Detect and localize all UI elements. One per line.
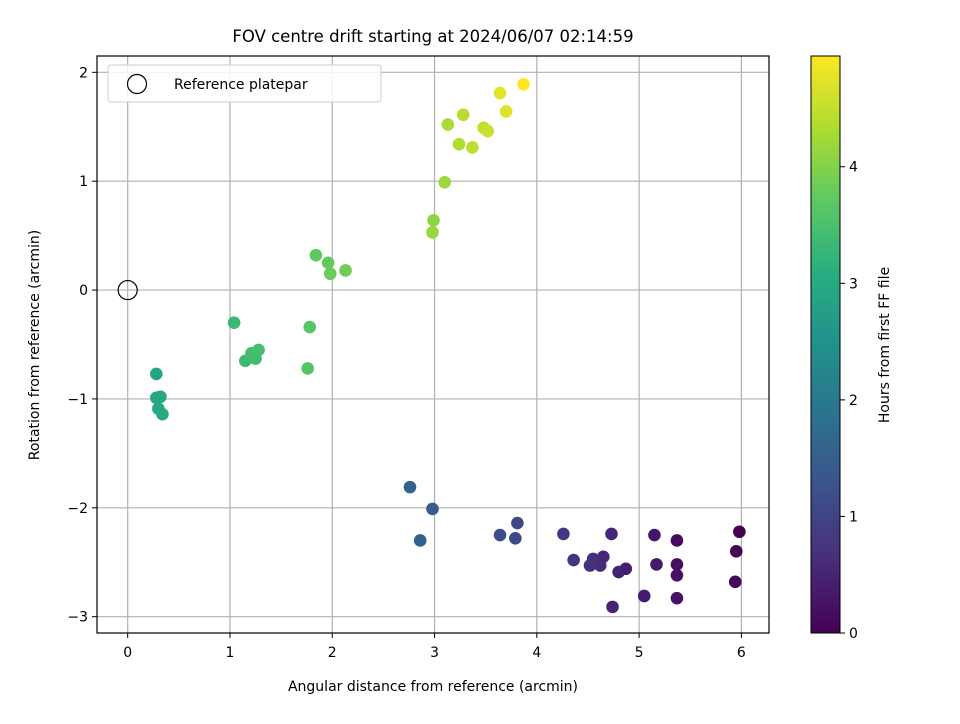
data-point xyxy=(438,175,452,189)
data-point xyxy=(637,589,651,603)
y-tick-label: −1 xyxy=(67,392,88,408)
colorbar-label: Hours from first FF file xyxy=(877,267,893,423)
data-points xyxy=(150,78,746,614)
chart-title: FOV centre drift starting at 2024/06/07 … xyxy=(232,27,633,46)
data-point xyxy=(557,527,570,541)
x-tick-label: 4 xyxy=(532,645,541,661)
legend-label-reference: Reference platepar xyxy=(174,77,308,93)
data-point xyxy=(728,575,742,589)
data-point xyxy=(583,559,597,572)
x-tick-label: 2 xyxy=(328,645,337,661)
data-point xyxy=(227,316,241,330)
grid xyxy=(97,56,769,633)
reference-marker-layer xyxy=(117,279,138,301)
data-point xyxy=(441,118,455,131)
colorbar-ticks: 0 1 2 3 4 xyxy=(840,160,858,642)
data-point xyxy=(670,534,684,547)
data-point xyxy=(733,525,746,539)
legend-marker-reference xyxy=(126,73,148,95)
data-point xyxy=(612,565,625,579)
data-point xyxy=(456,108,470,122)
data-point xyxy=(605,527,618,541)
data-point xyxy=(156,407,169,421)
data-point xyxy=(321,256,335,270)
y-tick-label: 0 xyxy=(79,283,88,299)
y-tick-label: 1 xyxy=(79,174,88,190)
data-point xyxy=(670,569,684,582)
data-point xyxy=(511,516,524,530)
x-tick-label: 1 xyxy=(226,645,235,661)
data-point xyxy=(517,78,530,91)
reference-platepar-marker xyxy=(117,279,138,301)
data-point xyxy=(567,553,580,567)
colorbar-tick-label: 3 xyxy=(849,276,858,292)
colorbar-tick-label: 4 xyxy=(849,160,858,176)
y-tick-label: −2 xyxy=(67,501,88,517)
data-point xyxy=(427,214,440,227)
colorbar-tick-label: 0 xyxy=(849,626,858,642)
data-point xyxy=(403,480,417,494)
data-point xyxy=(493,86,507,100)
legend: Reference platepar xyxy=(107,64,382,103)
y-tick-label: 2 xyxy=(79,65,88,81)
data-point xyxy=(606,600,619,614)
data-point xyxy=(301,362,315,375)
data-point xyxy=(323,267,337,281)
data-point xyxy=(509,531,522,545)
plot-frame xyxy=(96,55,770,634)
data-point xyxy=(481,124,495,138)
colorbar-tick-label: 2 xyxy=(849,393,858,409)
x-tick-label: 5 xyxy=(635,645,644,661)
y-axis-ticks: −3 −2 −1 0 1 2 xyxy=(67,65,97,626)
data-point xyxy=(150,367,163,381)
data-point xyxy=(466,141,479,154)
data-point xyxy=(309,248,323,262)
data-point xyxy=(650,558,663,571)
x-tick-label: 6 xyxy=(737,645,746,661)
data-point xyxy=(413,534,427,547)
legend-box xyxy=(107,64,382,103)
data-point xyxy=(303,320,317,334)
data-point xyxy=(154,390,167,404)
data-point xyxy=(452,137,466,151)
data-point xyxy=(426,226,439,239)
colorbar-tick-label: 1 xyxy=(849,509,858,525)
data-point xyxy=(648,528,661,542)
data-point xyxy=(252,343,265,357)
data-point xyxy=(493,528,507,542)
x-tick-label: 3 xyxy=(430,645,439,661)
data-point xyxy=(670,558,684,571)
data-point xyxy=(670,591,684,605)
y-axis-label: Rotation from reference (arcmin) xyxy=(27,230,43,460)
colorbar: 0 1 2 3 4 Hours from first FF file xyxy=(810,55,893,642)
data-point xyxy=(729,545,743,558)
x-axis-ticks: 0 1 2 3 4 5 6 xyxy=(123,633,746,661)
data-point xyxy=(426,502,439,516)
x-tick-label: 0 xyxy=(123,645,132,661)
x-axis-label: Angular distance from reference (arcmin) xyxy=(288,679,578,695)
data-point xyxy=(339,264,352,277)
colorbar-gradient xyxy=(810,55,841,634)
data-point xyxy=(499,105,513,118)
y-tick-label: −3 xyxy=(67,610,88,626)
